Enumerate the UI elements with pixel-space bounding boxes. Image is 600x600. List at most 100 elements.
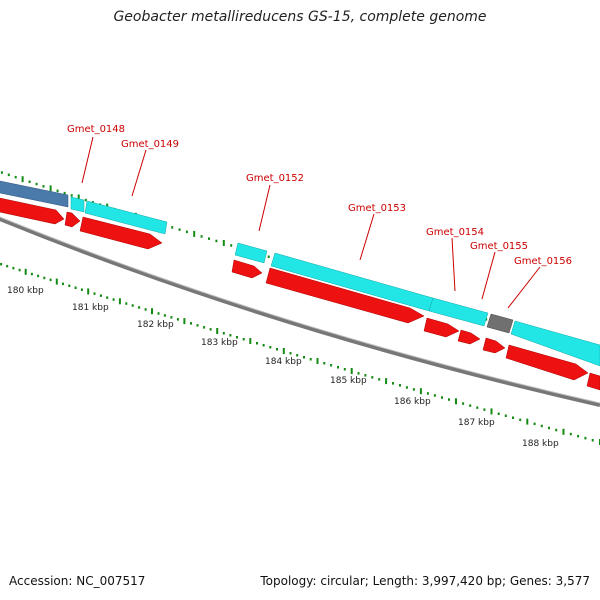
feature-red-7[interactable] — [457, 329, 481, 345]
minor-tick — [171, 226, 174, 229]
feature-red-2[interactable] — [64, 211, 81, 228]
minor-tick — [144, 308, 147, 311]
minor-tick — [163, 314, 166, 317]
feature-red-4[interactable] — [231, 259, 263, 279]
gene-label-gmet-0153[interactable]: Gmet_0153 — [348, 203, 406, 214]
minor-tick — [7, 173, 10, 177]
minor-tick — [62, 282, 64, 286]
minor-tick — [178, 228, 181, 231]
feature-red-1[interactable] — [0, 197, 65, 225]
major-tick — [55, 278, 58, 285]
major-tick — [87, 288, 90, 295]
gene-label-gmet-0152[interactable]: Gmet_0152 — [246, 173, 304, 184]
minor-tick — [236, 336, 238, 339]
feature-gmet-0149[interactable] — [84, 200, 168, 235]
major-tick — [455, 398, 457, 405]
minor-tick — [68, 284, 71, 287]
minor-tick — [170, 316, 173, 319]
minor-tick — [93, 292, 96, 295]
gene-label-gmet-0155[interactable]: Gmet_0155 — [470, 241, 528, 252]
minor-tick — [267, 255, 270, 258]
major-tick — [77, 194, 80, 201]
kbp-label-182: 182 kbp — [137, 320, 174, 330]
feature-red-3[interactable] — [79, 216, 163, 250]
feature-gmet-0155[interactable] — [486, 313, 514, 334]
feature-red-9[interactable] — [505, 344, 589, 381]
major-tick — [216, 328, 219, 334]
gene-label-gmet-0156[interactable]: Gmet_0156 — [514, 256, 572, 267]
minor-tick — [364, 374, 367, 377]
minor-tick — [99, 294, 102, 297]
kbp-label-180: 180 kbp — [7, 286, 44, 296]
minor-tick — [540, 424, 543, 428]
minor-tick — [289, 352, 292, 355]
minor-tick — [208, 237, 210, 240]
major-tick — [118, 298, 121, 305]
minor-tick — [230, 244, 233, 247]
major-tick — [419, 388, 422, 395]
feature-red-5[interactable] — [265, 267, 425, 324]
minor-tick — [392, 382, 394, 385]
minor-tick — [6, 264, 9, 268]
major-tick — [316, 358, 319, 364]
minor-tick — [215, 239, 218, 243]
minor-tick — [405, 386, 408, 389]
minor-tick — [84, 198, 87, 202]
minor-tick — [14, 175, 17, 179]
minor-tick — [548, 426, 550, 430]
feature-gmet-0152[interactable] — [234, 242, 268, 264]
feature-red-10[interactable] — [586, 372, 600, 391]
feature-blue[interactable] — [0, 180, 69, 208]
gene-label-gmet-0149[interactable]: Gmet_0149 — [121, 139, 179, 150]
minor-tick — [296, 354, 299, 357]
gene-label-gmet-0148[interactable]: Gmet_0148 — [67, 124, 125, 135]
minor-tick — [577, 434, 580, 438]
minor-tick — [276, 348, 278, 351]
minor-tick — [504, 414, 507, 417]
minor-tick — [49, 278, 52, 282]
minor-tick — [519, 418, 522, 422]
minor-tick — [343, 368, 346, 371]
feature-gmet-0156[interactable] — [510, 320, 600, 367]
leader-gmet-0154 — [451, 237, 456, 292]
minor-tick — [138, 306, 141, 309]
minor-tick — [469, 404, 472, 407]
minor-tick — [12, 266, 15, 270]
minor-tick — [80, 288, 83, 291]
minor-tick — [412, 388, 415, 391]
minor-tick — [28, 180, 31, 183]
minor-tick — [399, 384, 401, 387]
minor-tick — [303, 356, 305, 359]
gene-labels: Gmet_0148 Gmet_0149 Gmet_0152 Gmet_0153 … — [67, 124, 572, 267]
major-tick — [21, 176, 24, 183]
leader-gmet-0156 — [507, 266, 541, 309]
minor-tick — [476, 406, 479, 409]
minor-tick — [269, 346, 272, 349]
minor-tick — [309, 358, 312, 361]
minor-tick — [569, 432, 572, 436]
major-tick — [282, 348, 285, 354]
minor-tick — [584, 436, 587, 440]
kbp-label-185: 185 kbp — [330, 376, 367, 386]
minor-tick — [131, 304, 134, 307]
minor-tick — [533, 422, 536, 426]
minor-tick — [448, 398, 450, 401]
major-tick — [490, 408, 493, 415]
minor-tick — [56, 189, 59, 193]
minor-tick — [70, 194, 73, 197]
feature-red-8[interactable] — [482, 337, 506, 354]
major-tick — [49, 185, 52, 192]
feature-red-6[interactable] — [423, 317, 460, 338]
genome-backbone — [0, 216, 600, 407]
feature-gmet-0148[interactable] — [70, 196, 85, 213]
minor-tick — [63, 191, 66, 195]
minor-tick — [330, 364, 333, 367]
gene-label-gmet-0154[interactable]: Gmet_0154 — [426, 227, 484, 238]
minor-tick — [256, 342, 258, 345]
leader-gmet-0153 — [359, 213, 375, 261]
feature-gmet-0154[interactable] — [428, 297, 489, 327]
accession-text: Accession: NC_007517 — [9, 574, 146, 588]
leader-gmet-0152 — [258, 184, 271, 232]
